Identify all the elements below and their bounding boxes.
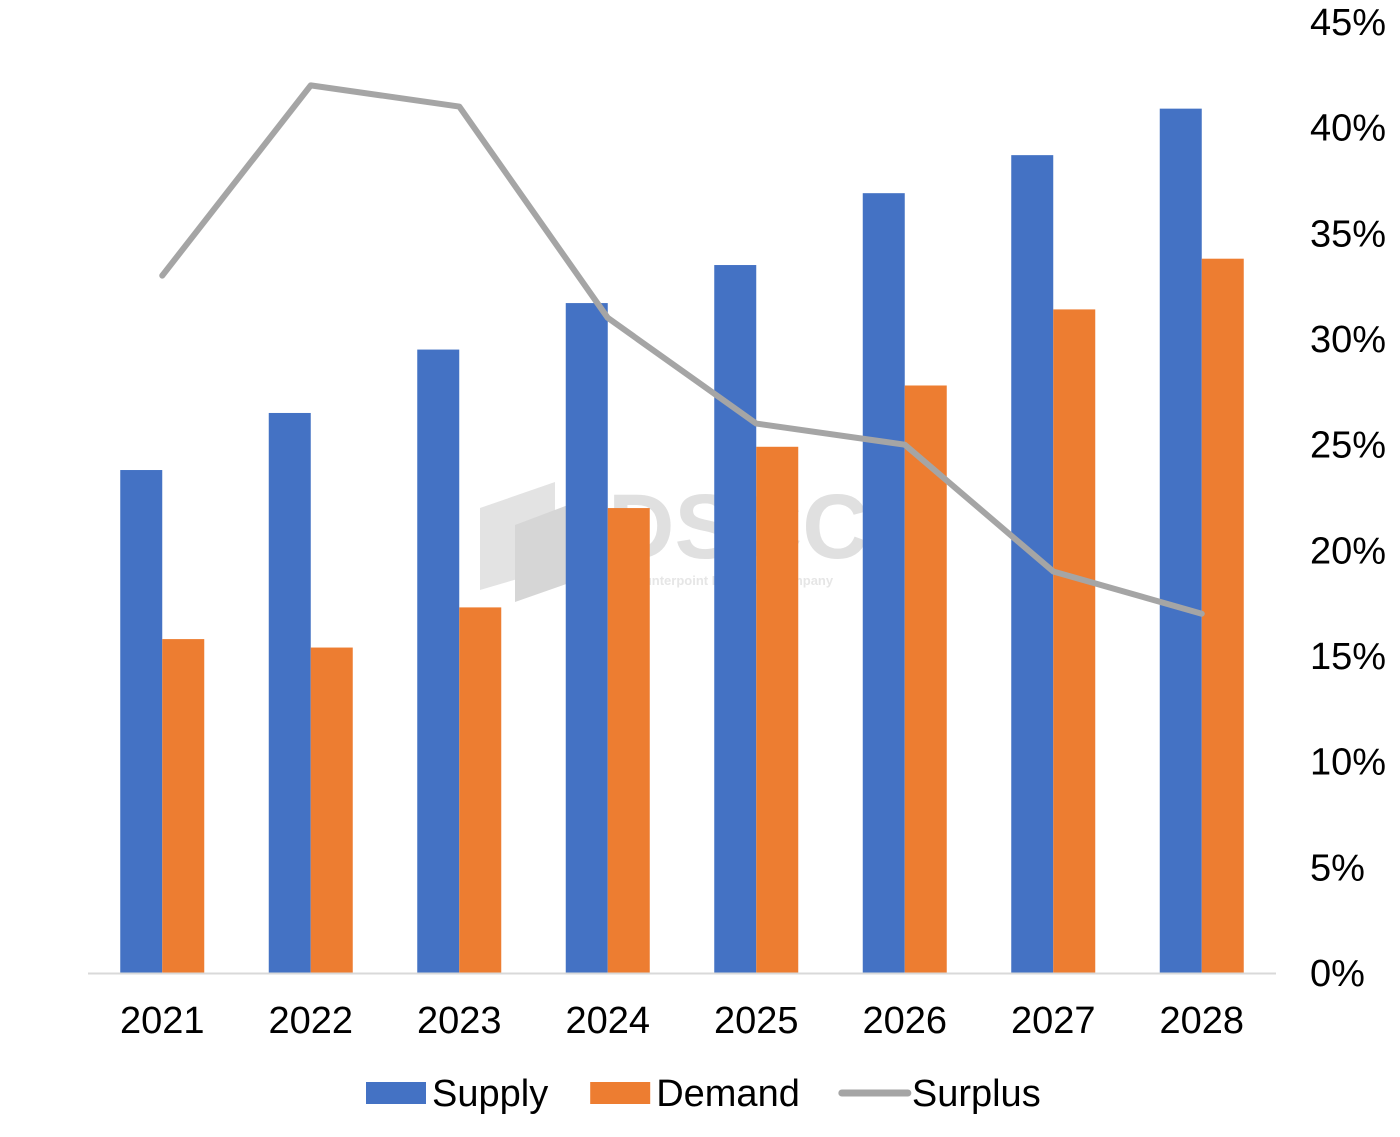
bar-demand-2028 — [1202, 259, 1244, 973]
right-axis-tick-labels: 0% 5% 10% 15% 20% 25% 30% 35% 40% 45% — [1310, 2, 1386, 995]
y-right-tick-label-8: 40% — [1310, 108, 1386, 150]
bar-supply-2021 — [120, 470, 162, 973]
bar-supply-2028 — [1160, 109, 1202, 973]
dscc-watermark: DSCC A Counterpoint Research Company — [480, 476, 869, 602]
bar-demand-2021 — [162, 639, 204, 973]
bar-supply-2025 — [714, 265, 756, 973]
x-tick-label-2027: 2027 — [1011, 1000, 1096, 1042]
bar-demand-2027 — [1053, 309, 1095, 973]
y-right-tick-label-6: 30% — [1310, 319, 1386, 361]
bar-demand-2025 — [756, 447, 798, 973]
x-tick-label-2021: 2021 — [120, 1000, 205, 1042]
y-right-tick-label-0: 0% — [1310, 953, 1365, 995]
bar-supply-2022 — [269, 413, 311, 973]
x-tick-label-2022: 2022 — [268, 1000, 353, 1042]
y-right-tick-label-4: 20% — [1310, 530, 1386, 572]
legend: Supply Demand Surplus — [366, 1073, 1041, 1115]
y-right-tick-label-9: 45% — [1310, 2, 1386, 44]
x-tick-label-2024: 2024 — [565, 1000, 650, 1042]
legend-swatch-demand — [590, 1082, 650, 1104]
x-tick-label-2026: 2026 — [862, 1000, 947, 1042]
bar-demand-2024 — [608, 508, 650, 973]
legend-label-supply: Supply — [432, 1073, 548, 1115]
x-tick-label-2028: 2028 — [1159, 1000, 1244, 1042]
y-right-tick-label-5: 25% — [1310, 425, 1386, 467]
x-tick-labels: 2021 2022 2023 2024 2025 2026 2027 2028 — [120, 1000, 1244, 1042]
x-tick-label-2023: 2023 — [417, 1000, 502, 1042]
bar-demand-2022 — [311, 648, 353, 973]
legend-label-demand: Demand — [656, 1073, 800, 1115]
bar-supply-2023 — [417, 350, 459, 973]
bar-supply-2024 — [566, 303, 608, 973]
bar-demand-2023 — [459, 607, 501, 973]
x-tick-label-2025: 2025 — [714, 1000, 799, 1042]
y-right-tick-label-7: 35% — [1310, 213, 1386, 255]
y-right-tick-label-3: 15% — [1310, 636, 1386, 678]
y-right-tick-label-2: 10% — [1310, 742, 1386, 784]
bar-supply-2026 — [863, 193, 905, 973]
legend-swatch-supply — [366, 1082, 426, 1104]
legend-label-surplus: Surplus — [912, 1073, 1041, 1115]
y-right-tick-label-1: 5% — [1310, 847, 1365, 889]
